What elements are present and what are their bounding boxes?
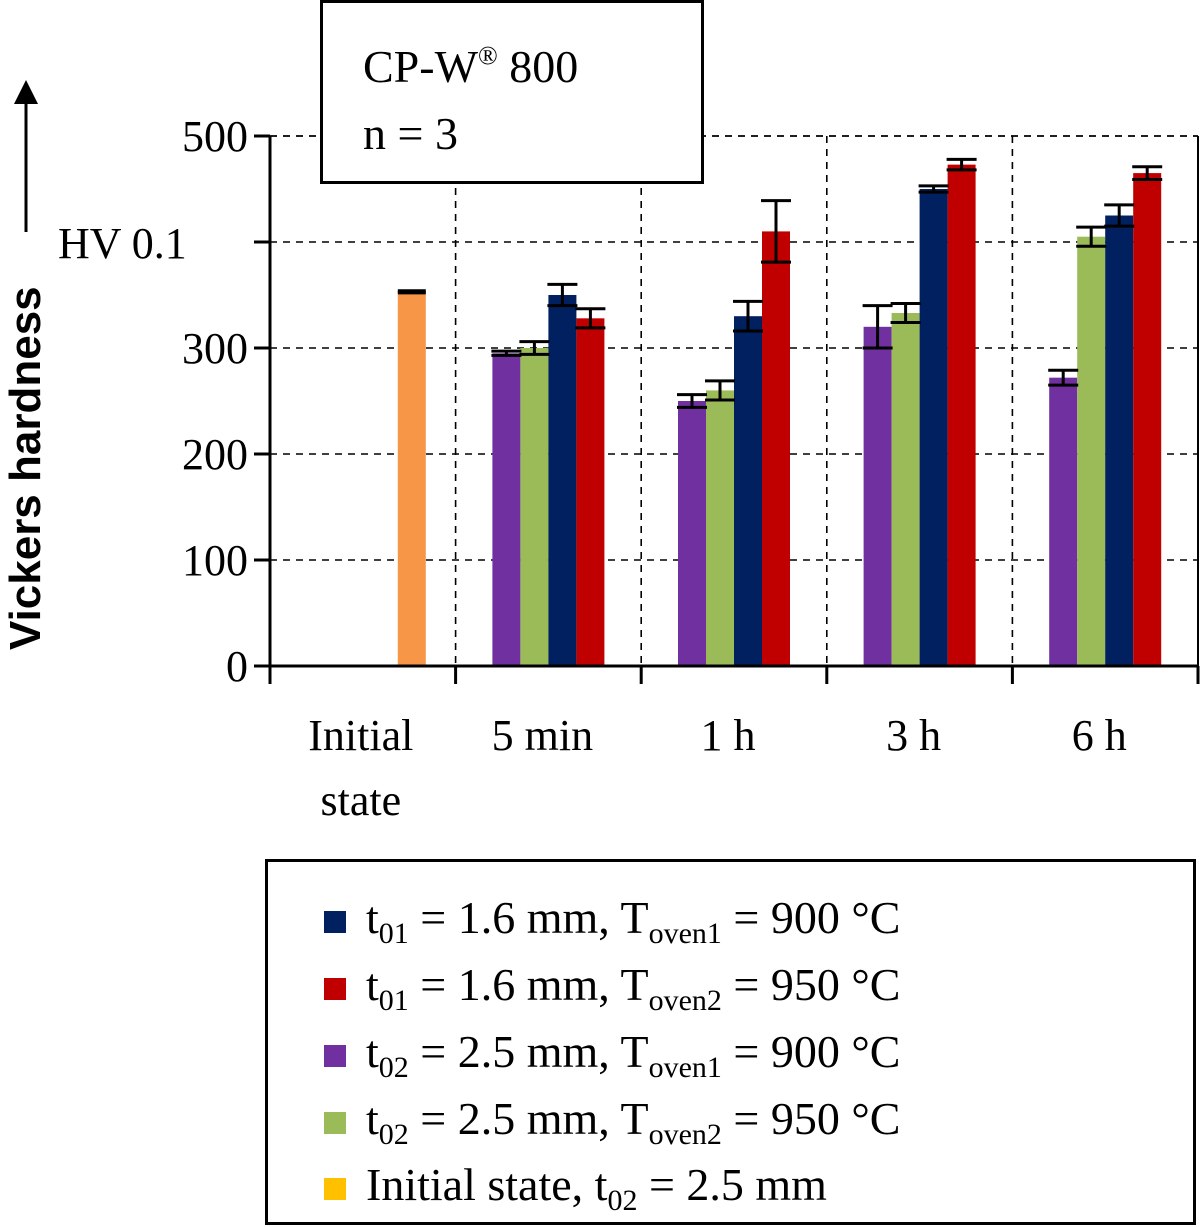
bar xyxy=(706,390,734,666)
legend-item: t01 = 1.6 mm, Toven1 = 900 °C xyxy=(324,892,900,952)
x-category-label: 5 min xyxy=(492,711,593,760)
bar xyxy=(1077,236,1106,666)
legend-swatch xyxy=(324,1112,346,1134)
bar xyxy=(548,295,577,666)
legend-label: t02 = 2.5 mm, Toven1 = 900 °C xyxy=(366,1025,901,1085)
bar xyxy=(919,189,948,666)
legend-item: Initial state, t02 = 2.5 mm xyxy=(324,1159,827,1219)
x-category-label: 1 h xyxy=(701,711,756,760)
y-tick-label: 0 xyxy=(226,642,248,691)
error-bars xyxy=(397,157,1163,409)
legend-swatch xyxy=(324,911,346,933)
y-axis-title-group: Vickers hardness xyxy=(1,80,50,650)
y-axis-unit: HV 0.1 xyxy=(58,219,187,268)
bar-initial-state xyxy=(397,291,426,666)
title-line-1: CP-W® 800 xyxy=(363,43,578,90)
y-tick-label: 200 xyxy=(182,430,248,479)
bar xyxy=(891,313,920,666)
title-box: CP-W® 800 n = 3 xyxy=(320,0,704,184)
bar xyxy=(734,316,762,666)
x-category-label: state xyxy=(320,776,401,825)
title-line-2: n = 3 xyxy=(363,108,458,159)
bar xyxy=(762,231,790,666)
bar xyxy=(947,164,976,666)
title-material: CP-W xyxy=(363,41,478,92)
title-grade: 800 xyxy=(497,41,579,92)
legend-item: t01 = 1.6 mm, Toven2 = 950 °C xyxy=(324,959,900,1019)
bar xyxy=(678,401,706,666)
legend-swatch xyxy=(324,978,346,1000)
y-tick-label: 300 xyxy=(182,324,248,373)
bar xyxy=(1105,215,1134,666)
legend-swatch xyxy=(324,1045,346,1067)
bar xyxy=(520,348,549,666)
bar xyxy=(863,326,892,666)
bar xyxy=(1133,173,1162,666)
legend-item: t02 = 2.5 mm, Toven2 = 950 °C xyxy=(324,1093,900,1153)
x-category-label: 6 h xyxy=(1072,711,1127,760)
y-axis-arrow-head xyxy=(14,80,38,104)
axes xyxy=(254,134,1200,684)
legend-label: t01 = 1.6 mm, Toven2 = 950 °C xyxy=(366,958,901,1018)
legend-label: t01 = 1.6 mm, Toven1 = 900 °C xyxy=(366,891,901,951)
legend-label: Initial state, t02 = 2.5 mm xyxy=(366,1158,827,1218)
legend: t01 = 1.6 mm, Toven1 = 900 °C t01 = 1.6 … xyxy=(265,859,1196,1225)
labels: 0 100 200 300 500 Initial state 5 min 1 h 3 h 6 h xyxy=(182,112,1127,825)
y-axis-title: Vickers hardness xyxy=(1,286,50,650)
bars xyxy=(397,164,1162,666)
legend-label: t02 = 2.5 mm, Toven2 = 950 °C xyxy=(366,1092,901,1152)
y-tick-label: 100 xyxy=(182,536,248,585)
bar xyxy=(1049,377,1078,666)
legend-swatch xyxy=(324,1178,346,1200)
x-category-label: 3 h xyxy=(886,711,941,760)
registered-mark: ® xyxy=(478,41,498,70)
bar xyxy=(576,318,605,666)
y-tick-label: 500 xyxy=(182,112,248,161)
legend-item: t02 = 2.5 mm, Toven1 = 900 °C xyxy=(324,1026,900,1086)
x-category-label: Initial xyxy=(308,711,413,760)
bar xyxy=(492,353,521,666)
grid xyxy=(270,135,1199,666)
